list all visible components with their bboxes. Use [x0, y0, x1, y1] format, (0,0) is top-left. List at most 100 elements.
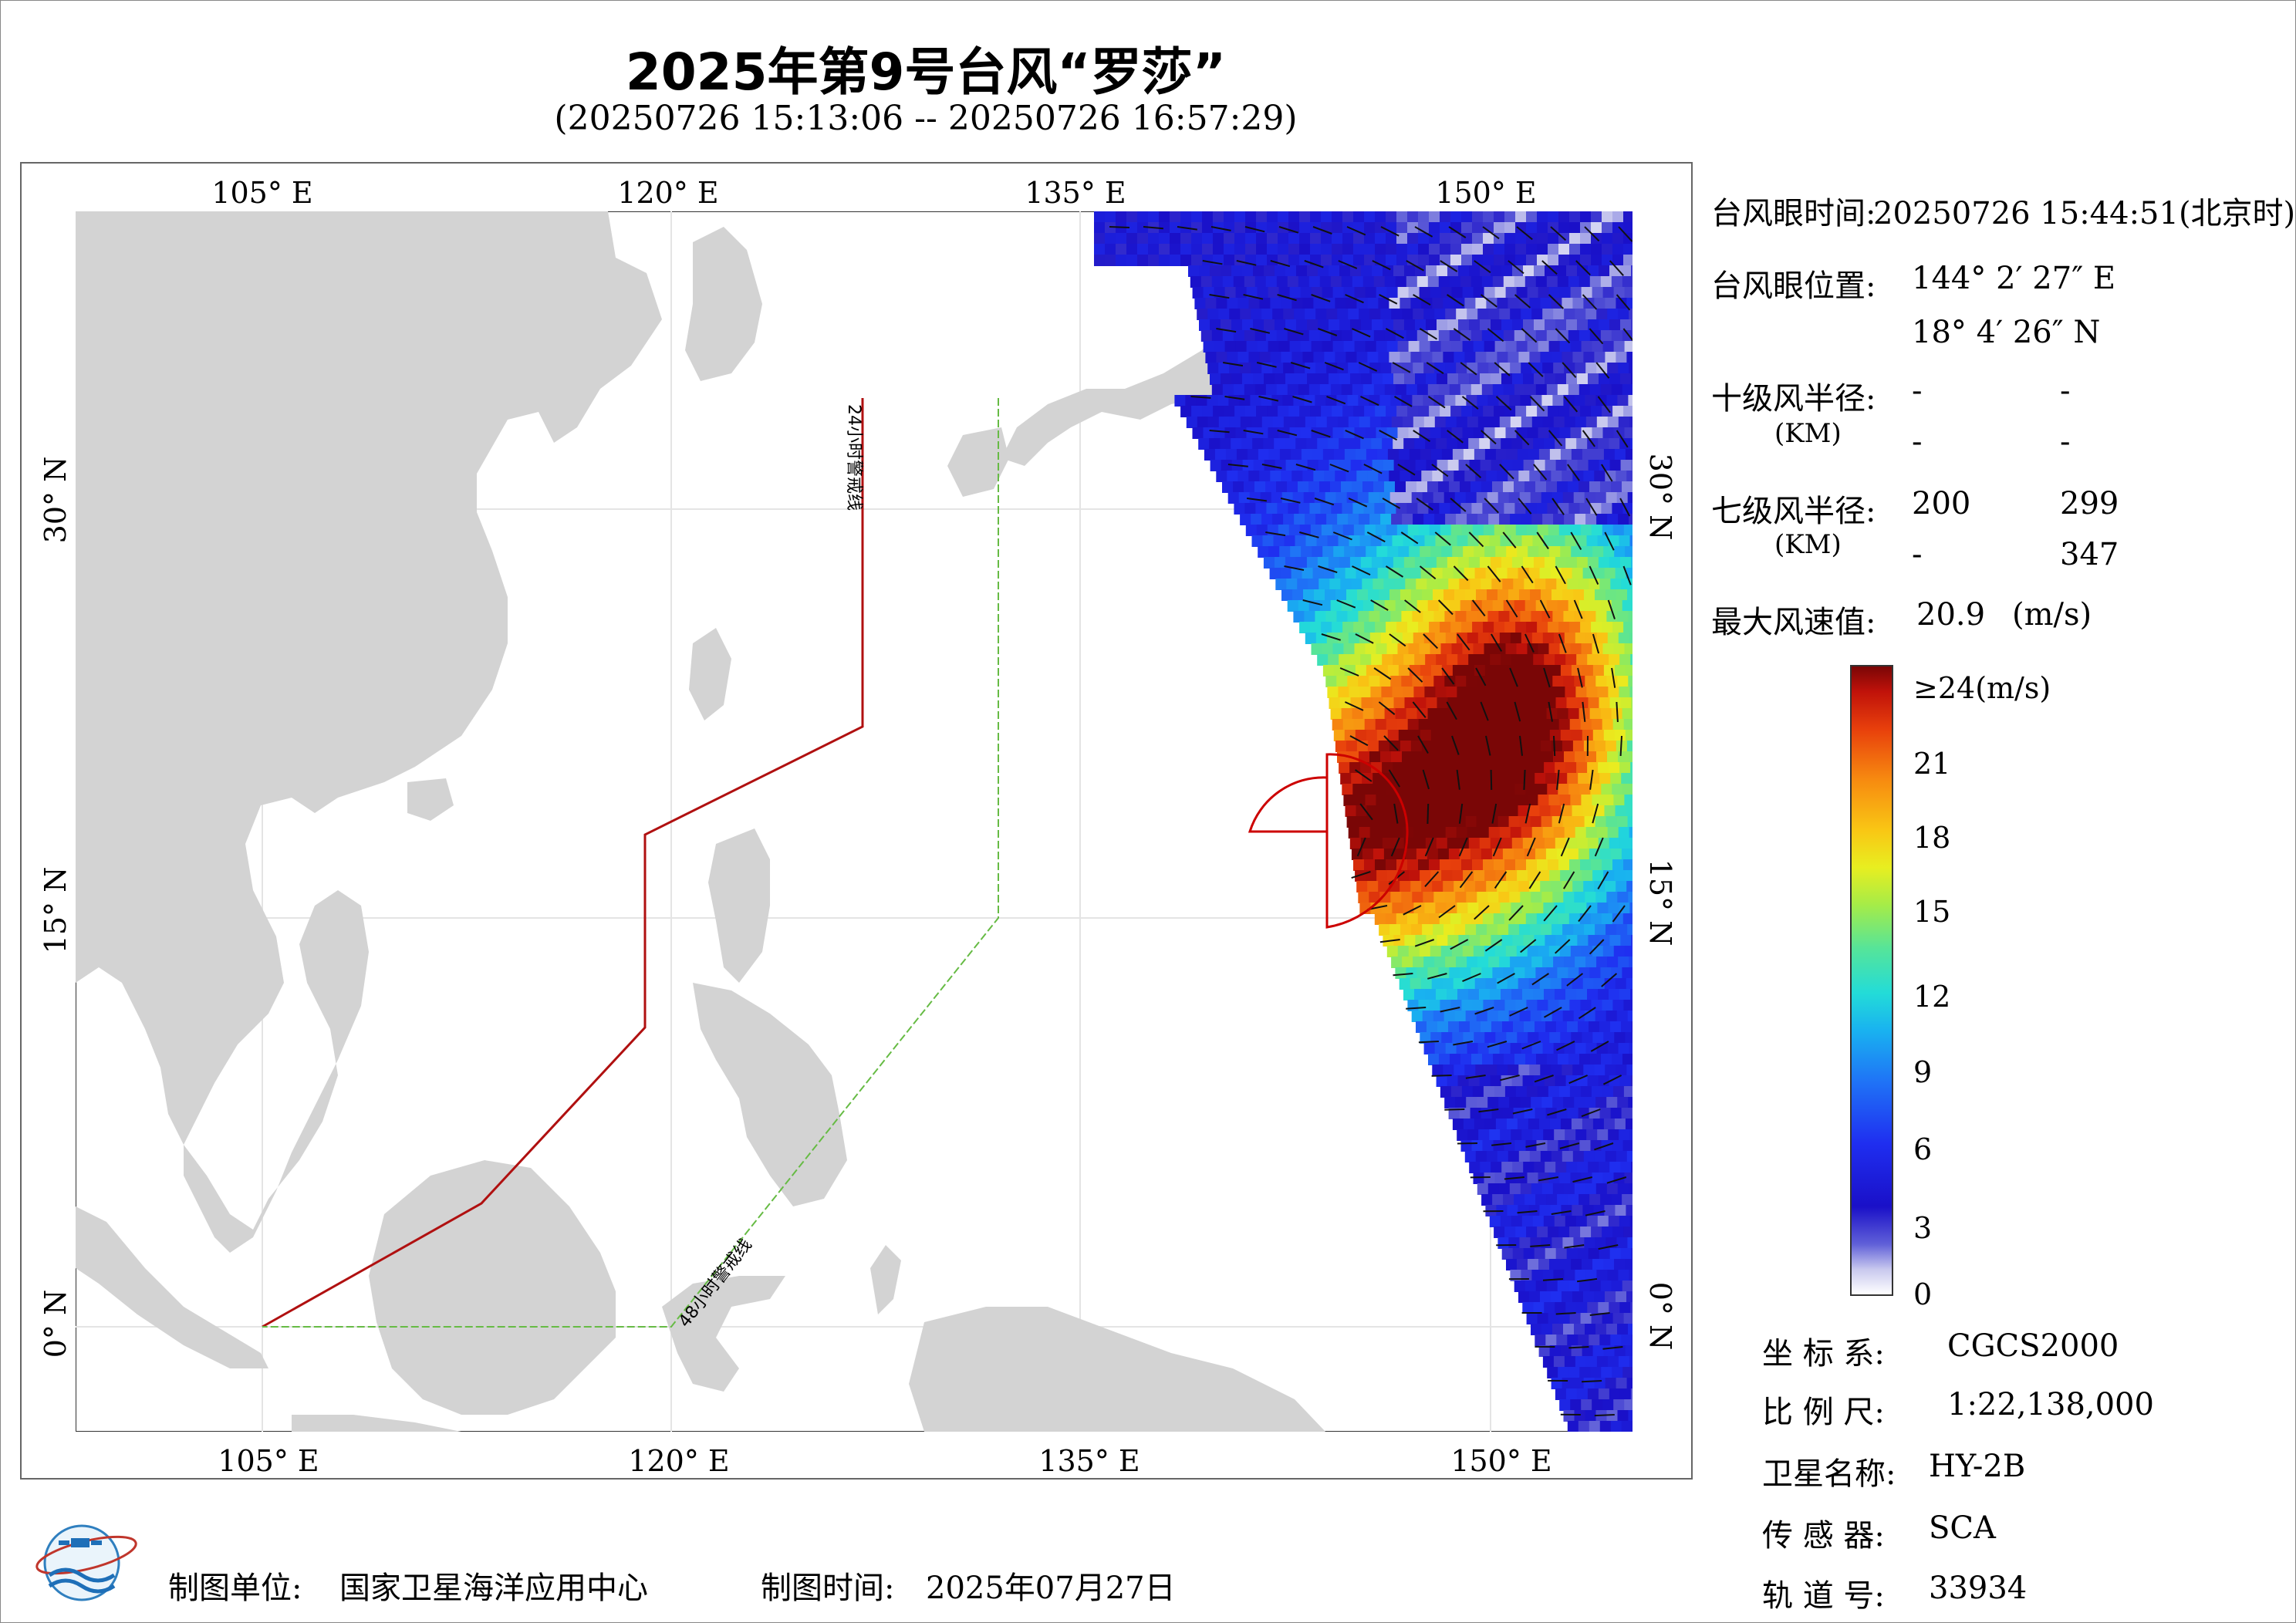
wind-cell [1531, 676, 1543, 687]
wind-cell [1439, 503, 1451, 515]
wind-cell [1541, 1324, 1553, 1335]
wind-barb [1318, 328, 1338, 336]
wind-cell [1437, 935, 1449, 946]
wind-cell [1457, 535, 1469, 547]
wind-cell [1332, 719, 1344, 731]
wind-cell [1276, 276, 1288, 288]
wind-cell [1531, 1324, 1542, 1335]
wind-cell [1411, 589, 1423, 601]
wind-cell [1489, 1129, 1501, 1141]
wind-cell [1472, 255, 1484, 266]
wind-cell [1407, 406, 1420, 417]
wind-cell [1355, 546, 1367, 558]
wind-cell [1339, 654, 1351, 666]
wind-cell [1594, 352, 1606, 363]
wind-cell [1583, 298, 1595, 309]
land-japan-kyushu [947, 427, 1009, 497]
wind-cell [1566, 697, 1578, 709]
wind-cell [1213, 233, 1224, 245]
wind-cell [1390, 892, 1403, 903]
wind-cell [1609, 838, 1621, 849]
wind-cell [1367, 741, 1379, 752]
wind-cell [1509, 395, 1521, 407]
wind-cell [1517, 1259, 1528, 1270]
wind-barb [1544, 1007, 1562, 1018]
wind-cell [1585, 1097, 1597, 1108]
wind-cell [1480, 319, 1491, 331]
wind-cell [1385, 503, 1397, 515]
wind-cell [1416, 276, 1429, 288]
wind-cell [1222, 384, 1234, 396]
wind-barb [1618, 226, 1633, 242]
wind-cell [1496, 978, 1508, 990]
wind-cell [1305, 514, 1317, 525]
wind-cell [1366, 665, 1378, 677]
wind-cell [1617, 1324, 1629, 1335]
wind-cell [1587, 1075, 1599, 1087]
wind-cell [1531, 827, 1544, 838]
map-canvas[interactable]: 24小时警戒线 48小时警戒线 [76, 211, 1633, 1432]
wind-cell [1545, 1021, 1557, 1033]
wind-cell [1525, 784, 1538, 795]
wind-cell [1441, 449, 1454, 461]
wind-cell [1424, 903, 1437, 914]
wind-cell [1274, 557, 1286, 569]
wind-cell [1610, 1108, 1622, 1119]
wind-cell [1455, 611, 1467, 623]
wind-cell [1599, 697, 1611, 709]
wind-cell [1285, 373, 1297, 385]
wind-cell [1538, 1119, 1551, 1130]
wind-cell [1595, 1011, 1607, 1022]
wind-cell [1402, 957, 1414, 968]
wind-cell [1378, 741, 1390, 752]
wind-cell [1343, 795, 1356, 806]
wind-cell [1116, 211, 1127, 223]
wind-cell [1618, 1043, 1630, 1054]
wind-cell [1429, 622, 1441, 633]
wind-cell [1447, 373, 1459, 385]
wind-cell [1522, 1075, 1535, 1087]
wind-cell [1361, 265, 1373, 277]
wind-cell [1245, 244, 1257, 255]
wind-cell [1264, 373, 1275, 385]
wind-cell [1603, 1119, 1616, 1130]
wind-cell [1565, 1129, 1577, 1141]
wind-cell [1569, 233, 1581, 245]
wind-cell [1355, 870, 1367, 882]
wind-cell [1544, 989, 1555, 1000]
wind-cell [1629, 827, 1633, 838]
wind-cell [1497, 298, 1509, 309]
wind-barb [1484, 498, 1499, 514]
wind-cell [1349, 838, 1362, 849]
wind-cell [1245, 233, 1257, 245]
wind-cell [1397, 287, 1410, 299]
wind-cell [1474, 665, 1486, 677]
wind-cell [1609, 1302, 1621, 1314]
wind-cell [1612, 1313, 1625, 1324]
wind-cell [1344, 546, 1356, 558]
wind-cell [1341, 481, 1352, 493]
wind-cell [1575, 957, 1587, 968]
wind-cell [1342, 719, 1355, 731]
wind-cell [1422, 492, 1434, 504]
wind-cell [1564, 1270, 1576, 1281]
wind-cell [1514, 784, 1527, 795]
wind-cell [1224, 255, 1235, 266]
wind-cell [1602, 1227, 1614, 1238]
wind-cell [1588, 935, 1600, 946]
wind-cell [1566, 1162, 1578, 1173]
wind-cell [1450, 1054, 1461, 1065]
wind-cell [1322, 449, 1335, 461]
wind-cell [1508, 741, 1520, 752]
wind-cell [1554, 1216, 1566, 1227]
wind-cell [1353, 719, 1366, 731]
wind-cell [1461, 211, 1473, 223]
wind-cell [1592, 1119, 1605, 1130]
wind-cell [1477, 1183, 1489, 1195]
wind-cell [1094, 255, 1106, 266]
wind-cell [1598, 1075, 1610, 1087]
wind-cell [1582, 449, 1594, 461]
nsoas-logo-icon [35, 1524, 137, 1601]
wind-cell [1596, 1356, 1609, 1368]
wind-cell [1599, 373, 1610, 385]
